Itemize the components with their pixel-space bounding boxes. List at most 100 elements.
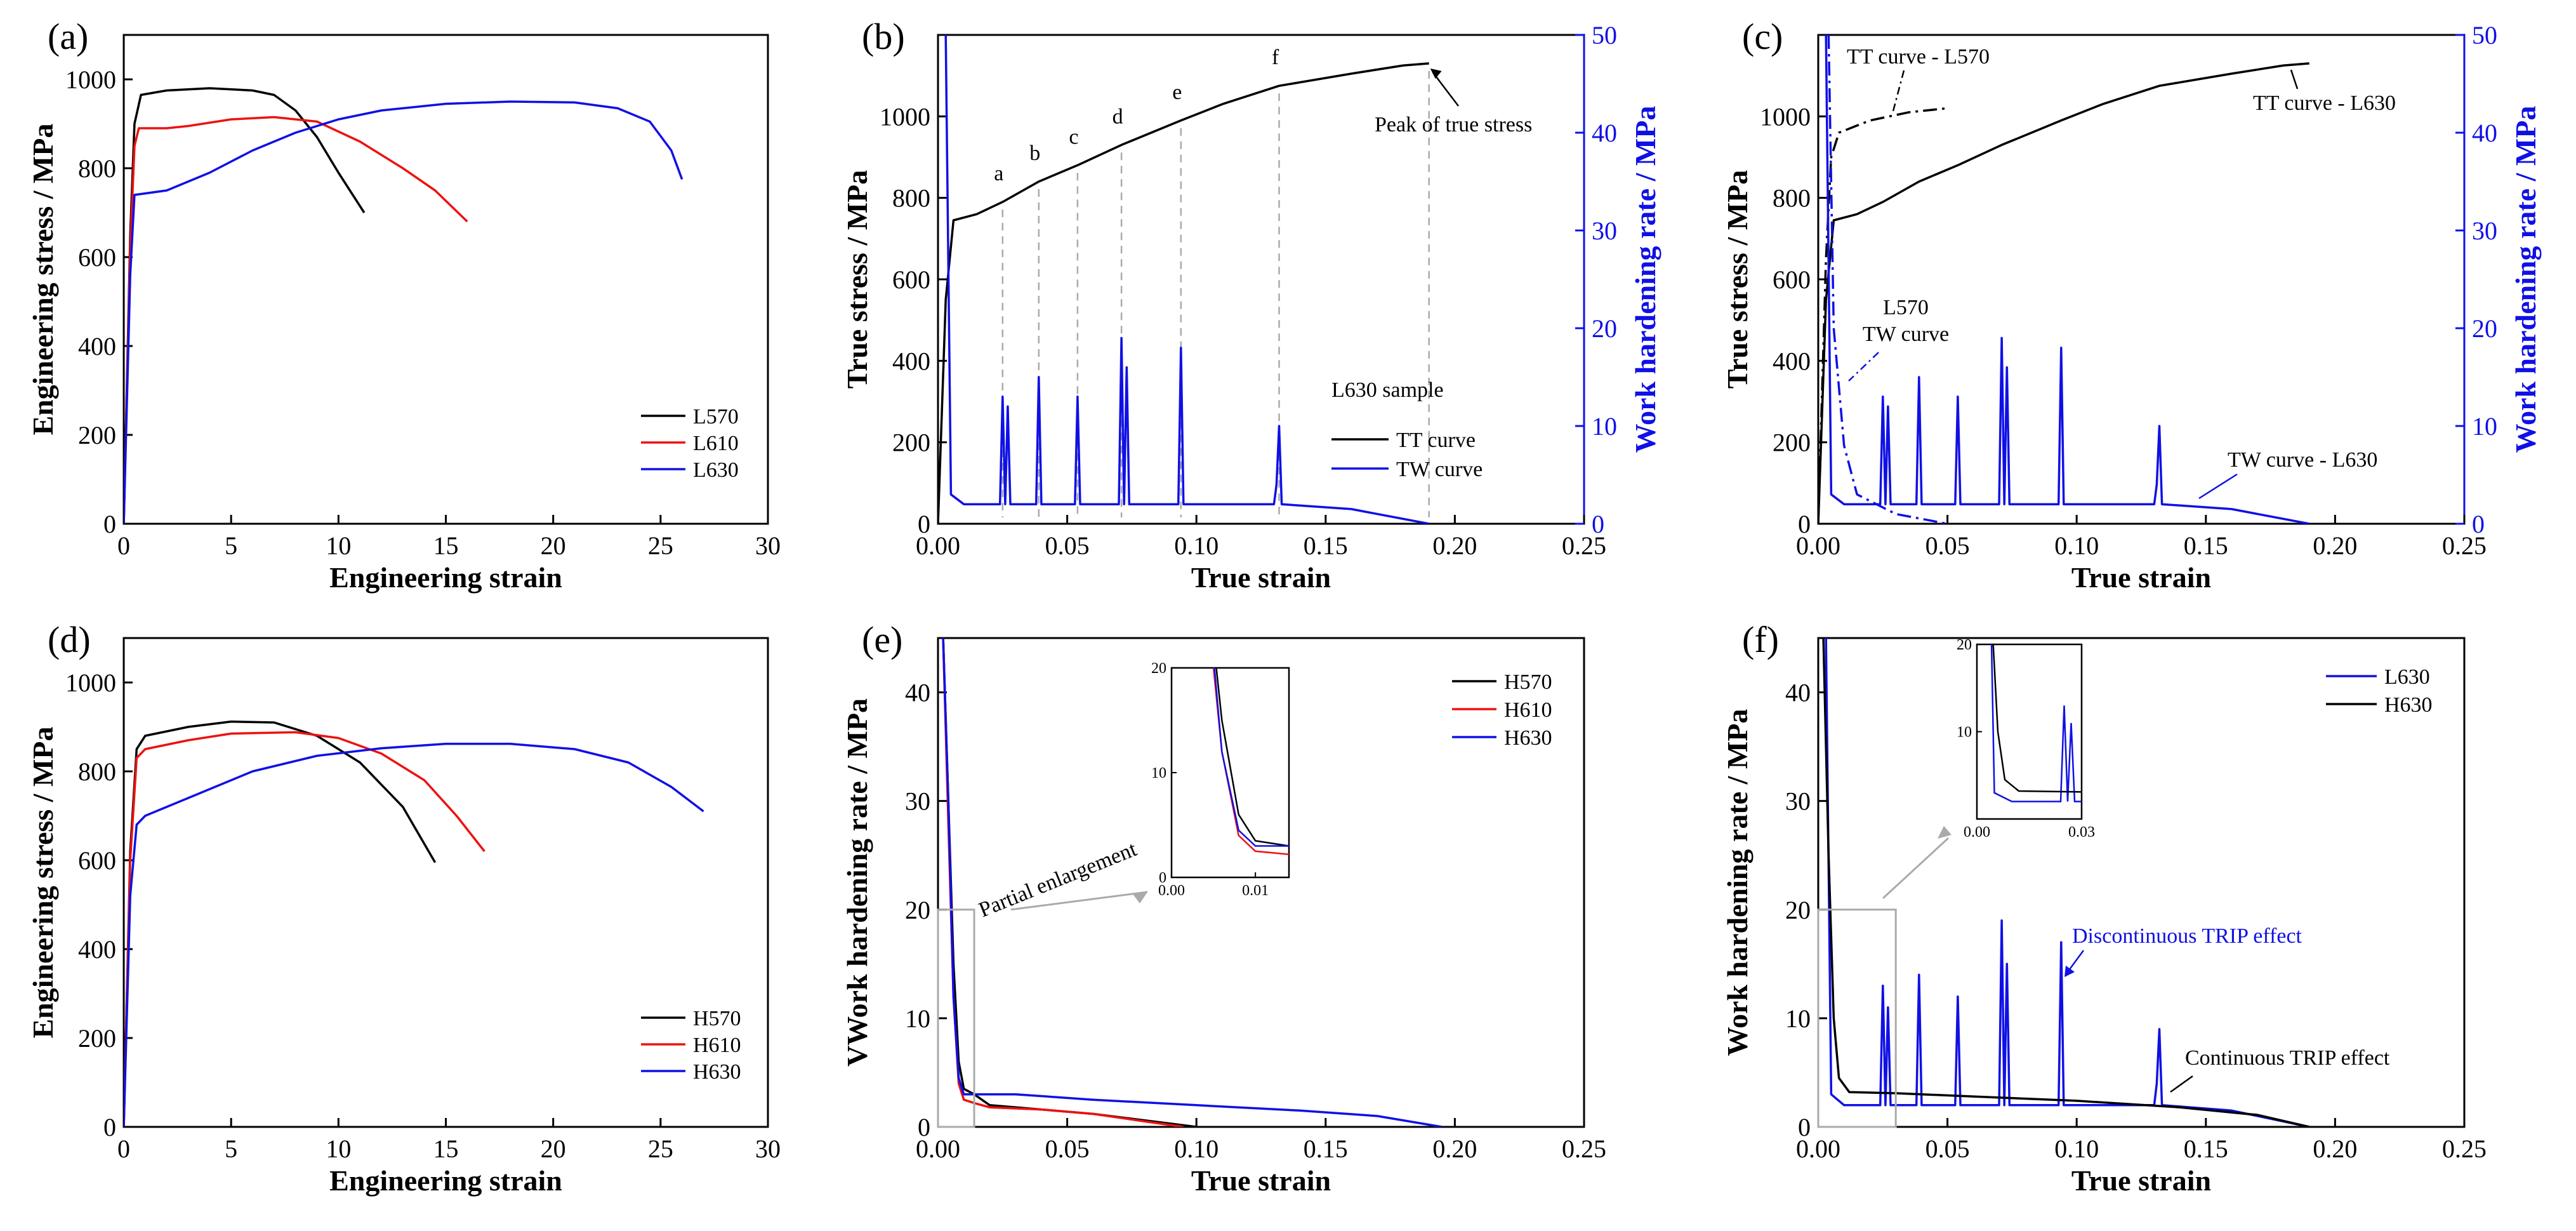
y-tick-label: 200 <box>892 429 930 457</box>
zoom-arrow <box>1010 891 1148 911</box>
y2-tick-label: 50 <box>1592 21 1617 50</box>
x-tick-label: 10 <box>326 1135 351 1163</box>
legend-entry: H570 <box>693 1007 741 1030</box>
x-tick-label: 0.05 <box>1045 1135 1090 1163</box>
inset-series-l630 <box>1990 644 2082 802</box>
event-letter: b <box>1029 142 1040 165</box>
series-line-tt-curve <box>938 62 1429 524</box>
inset-x-tick-label: 0.03 <box>2068 824 2095 841</box>
y-tick-label: 30 <box>1785 787 1811 816</box>
y-tick-label: 200 <box>78 1024 116 1053</box>
event-letter: c <box>1069 125 1078 149</box>
x-tick-label: 0 <box>117 531 130 560</box>
inset-series-h630 <box>1992 644 2082 793</box>
panel-a: 0 5 10 15 20 25 3002004006008001000Engineering… <box>27 16 781 594</box>
inset-series-h610 <box>1212 668 1289 855</box>
legend-title: L630 sample <box>1331 378 1444 402</box>
partial-enlargement-label: Partial enlargement <box>975 837 1140 922</box>
peak-arrow-head <box>1430 68 1442 79</box>
y2-tick-label: 10 <box>2472 412 2497 441</box>
x-tick-label: 15 <box>433 531 459 560</box>
x-tick-label: 0.05 <box>1925 1135 1970 1163</box>
x-tick-label: 0.25 <box>1562 531 1606 560</box>
y-tick-label: 200 <box>1773 429 1811 457</box>
y-tick-label: 40 <box>1785 679 1811 707</box>
legend-entry: TT curve <box>1396 429 1476 452</box>
x-tick-label: 0.10 <box>2054 1135 2099 1163</box>
x-tick-label: 0.00 <box>916 1135 960 1163</box>
series-line-h630 <box>124 742 704 1127</box>
y-tick-label: 800 <box>78 757 116 786</box>
y-tick-label: 0 <box>103 510 116 538</box>
tw-l630-label: TW curve - L630 <box>2228 448 2377 472</box>
legend-entry: H610 <box>693 1034 741 1057</box>
x-tick-label: 30 <box>755 1135 781 1163</box>
series-line-tt-curve-l630 <box>1818 62 2309 524</box>
tt-l630-pointer <box>2290 69 2299 90</box>
y-tick-label: 400 <box>78 935 116 964</box>
y2-tick-label: 0 <box>1592 510 1604 538</box>
panel-d: 0 5 10 15 20 25 30 0 200 400 600 800 1000 Engineering… <box>27 619 781 1197</box>
plot-frame <box>122 34 769 525</box>
x-axis-label: True strain <box>2071 561 2211 594</box>
discontinuous-arrow-head <box>2064 966 2075 977</box>
x-tick-label: 0.00 <box>916 531 960 560</box>
legend-entry: L630 <box>2384 665 2430 689</box>
y2-tick-label: 50 <box>2472 21 2497 50</box>
y-axis-label: Engineering stress / MPa <box>27 726 59 1038</box>
x-tick-label: 0.20 <box>1432 1135 1477 1163</box>
y2-tick-label: 10 <box>1592 412 1617 441</box>
peak-annotation: Peak of true stress <box>1375 113 1532 136</box>
inset-y-tick-label: 0 <box>1159 870 1166 886</box>
x-tick-label: 20 <box>541 531 566 560</box>
legend-entry: H630 <box>693 1060 741 1084</box>
panel-e: 0.00 0.05 0.10 0.15 0.20 0.25 0 10 20 30 40 True st… <box>841 619 1606 1197</box>
y-tick-label: 800 <box>1773 184 1811 213</box>
series-line-tw-curve-l630 <box>1825 35 2310 524</box>
tw-l570-label: TW curve <box>1863 323 1949 346</box>
y-tick-label: 400 <box>78 332 116 361</box>
x-tick-label: 0.05 <box>1045 531 1090 560</box>
y-tick-label: 30 <box>905 787 930 816</box>
y-tick-label: 0 <box>918 510 930 538</box>
series-line-tw-curve-l570 <box>1827 35 1948 524</box>
inset-y-tick-label: 10 <box>1957 724 1972 741</box>
x-tick-label: 0.10 <box>2054 531 2099 560</box>
series-line-tt-curve-l570 <box>1818 107 1948 524</box>
zoom-arrow <box>1882 837 1950 899</box>
panel-label: (d) <box>48 619 91 660</box>
x-tick-label: 25 <box>648 531 673 560</box>
y-tick-label: 20 <box>905 896 930 924</box>
zoom-region-box <box>1817 908 1897 1128</box>
x-tick-label: 5 <box>225 531 237 560</box>
x-tick-label: 0.05 <box>1925 531 1970 560</box>
y-axis-label: Engineering stress / MPa <box>27 123 59 435</box>
y-tick-label: 20 <box>1785 896 1811 924</box>
tt-l630-label: TT curve - L630 <box>2253 91 2396 115</box>
inset-x-tick-label: 0.00 <box>1964 824 1990 841</box>
x-tick-label: 0.25 <box>2442 531 2487 560</box>
y2-axis-label: Work hardening rate / MPa <box>2509 106 2542 453</box>
event-letter: e <box>1172 81 1182 104</box>
inset-series-h630 <box>1213 668 1289 847</box>
x-tick-label: 0.10 <box>1174 531 1219 560</box>
x-tick-label: 0.00 <box>1796 1135 1840 1163</box>
y-tick-label: 10 <box>905 1004 930 1033</box>
x-axis-label: Engineering strain <box>329 561 562 594</box>
zoom-arrow-head <box>1132 892 1147 903</box>
inset-y-tick-label: 20 <box>1151 660 1166 677</box>
x-tick-label: 0.25 <box>2442 1135 2487 1163</box>
x-tick-label: 0.00 <box>1796 531 1840 560</box>
panel-f: 0.00 0.05 0.10 0.15 0.20 0.25 0 10 20 30 40 True st… <box>1721 619 2487 1197</box>
x-tick-label: 15 <box>433 1135 459 1163</box>
x-tick-label: 0.20 <box>1432 531 1477 560</box>
tw-l570-pointer <box>1848 352 1879 382</box>
x-tick-label: 0.20 <box>2313 1135 2357 1163</box>
x-axis-label: True strain <box>1191 1164 1331 1197</box>
y-tick-label: 600 <box>78 846 116 875</box>
panel-b: 0.00 0.05 0.10 0.15 0.20 0.250200400600800100… <box>841 16 1661 594</box>
legend-entry: TW curve <box>1396 458 1483 481</box>
x-tick-label: 0.15 <box>1304 531 1348 560</box>
y-tick-label: 800 <box>892 184 930 213</box>
x-tick-label: 10 <box>326 531 351 560</box>
